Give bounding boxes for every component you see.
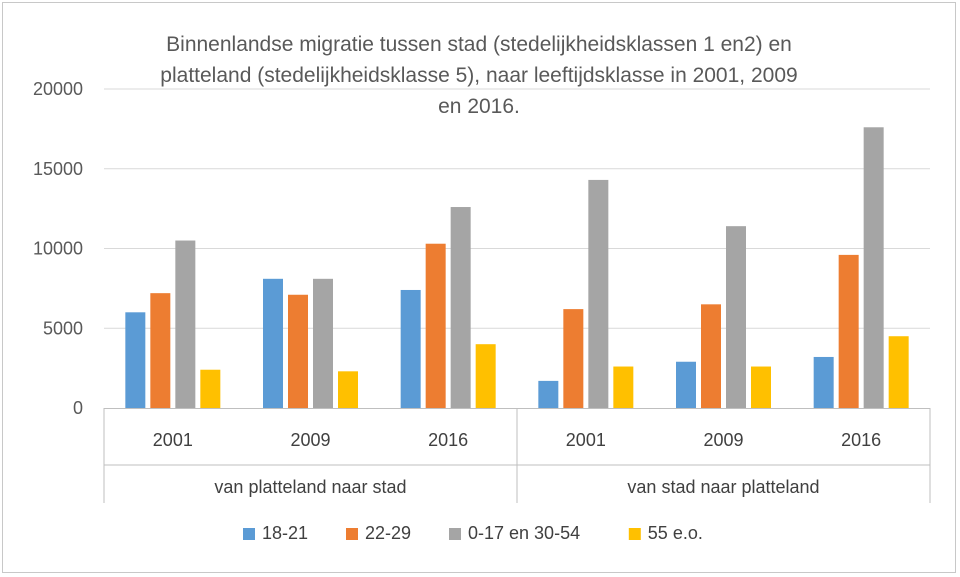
bar-22-29 [838, 254, 859, 408]
bar-22-29 [150, 293, 171, 408]
x-category-label: 2009 [290, 430, 330, 450]
legend-label: 18-21 [262, 523, 308, 543]
y-tick-label: 15000 [33, 159, 83, 179]
bar-18-21 [125, 312, 146, 408]
bar-22-29 [288, 294, 308, 408]
bar-chart: Binnenlandse migratie tussen stad (stede… [33, 33, 931, 543]
bar-22-29 [701, 304, 721, 408]
y-tick-label: 20000 [33, 79, 83, 99]
chart-title-line-3: en 2016. [438, 95, 520, 118]
bar-22-29 [563, 309, 584, 408]
y-tick-label: 0 [73, 398, 83, 418]
x-group-label: van platteland naar stad [214, 477, 406, 497]
bar-55-e-o- [475, 344, 496, 408]
bar-0-17-en-30-54 [863, 127, 884, 408]
x-category-label: 2016 [841, 430, 881, 450]
bar-0-17-en-30-54 [726, 226, 746, 408]
chart-title-line-2: platteland (stedelijkheidsklasse 5), naa… [160, 64, 797, 87]
bar-18-21 [676, 361, 696, 408]
bar-18-21 [813, 356, 834, 408]
legend: 18-21 22-29 0-17 en 30-54 55 e.o. [243, 523, 703, 543]
x-category-label: 2001 [153, 430, 193, 450]
x-group-label: van stad naar platteland [627, 477, 819, 497]
legend-swatch [346, 528, 358, 540]
x-category-label: 2009 [703, 430, 743, 450]
bar-55-e-o- [888, 336, 909, 408]
x-category-label: 2001 [566, 430, 606, 450]
y-tick-label: 10000 [33, 239, 83, 259]
bar-0-17-en-30-54 [588, 179, 609, 408]
legend-swatch [243, 528, 255, 540]
chart-title: Binnenlandse migratie tussen stad (stede… [160, 33, 797, 118]
bar-0-17-en-30-54 [175, 240, 196, 408]
bar-18-21 [400, 289, 421, 408]
bar-55-e-o- [751, 366, 771, 408]
x-category-label: 2016 [428, 430, 468, 450]
legend-label: 55 e.o. [648, 523, 703, 543]
bar-18-21 [538, 380, 559, 408]
x-axis: 2001 2009 2016 2001 2009 2016 van platteland n… [103, 408, 931, 503]
bar-55-e-o- [613, 366, 634, 408]
chart-title-line-1: Binnenlandse migratie tussen stad (stede… [166, 33, 792, 56]
legend-swatch [449, 528, 461, 540]
gridlines [104, 88, 930, 329]
bar-55-e-o- [338, 371, 358, 408]
bar-55-e-o- [200, 369, 221, 408]
bar-18-21 [263, 278, 283, 408]
bar-0-17-en-30-54 [450, 207, 471, 408]
bars [125, 127, 909, 408]
bar-22-29 [425, 243, 446, 408]
y-axis-tick-labels: 0 5000 10000 15000 20000 [33, 79, 83, 418]
y-tick-label: 5000 [43, 318, 83, 338]
legend-swatch [628, 528, 641, 540]
bar-0-17-en-30-54 [313, 278, 333, 408]
legend-label: 0-17 en 30-54 [468, 523, 580, 543]
legend-label: 22-29 [365, 523, 411, 543]
